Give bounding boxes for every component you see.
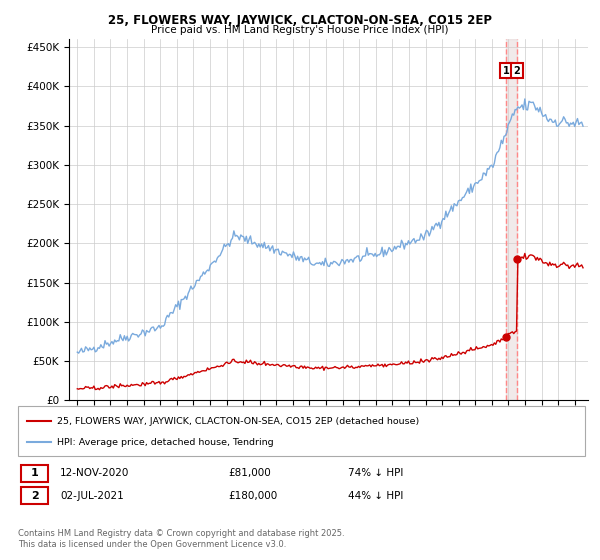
Text: 44% ↓ HPI: 44% ↓ HPI (348, 491, 403, 501)
Text: 74% ↓ HPI: 74% ↓ HPI (348, 468, 403, 478)
Text: HPI: Average price, detached house, Tendring: HPI: Average price, detached house, Tend… (57, 438, 274, 447)
Text: £180,000: £180,000 (228, 491, 277, 501)
Text: £81,000: £81,000 (228, 468, 271, 478)
Text: 1: 1 (31, 468, 38, 478)
Text: 2: 2 (31, 491, 38, 501)
Bar (506, 39, 517, 400)
Text: Price paid vs. HM Land Registry's House Price Index (HPI): Price paid vs. HM Land Registry's House … (151, 25, 449, 35)
Text: 2: 2 (514, 66, 520, 76)
Text: Contains HM Land Registry data © Crown copyright and database right 2025.
This d: Contains HM Land Registry data © Crown c… (18, 529, 344, 549)
Text: 1: 1 (503, 66, 509, 76)
Text: 25, FLOWERS WAY, JAYWICK, CLACTON-ON-SEA, CO15 2EP: 25, FLOWERS WAY, JAYWICK, CLACTON-ON-SEA… (108, 14, 492, 27)
Text: 25, FLOWERS WAY, JAYWICK, CLACTON-ON-SEA, CO15 2EP (detached house): 25, FLOWERS WAY, JAYWICK, CLACTON-ON-SEA… (57, 417, 419, 426)
Text: 12-NOV-2020: 12-NOV-2020 (60, 468, 130, 478)
Text: 02-JUL-2021: 02-JUL-2021 (60, 491, 124, 501)
